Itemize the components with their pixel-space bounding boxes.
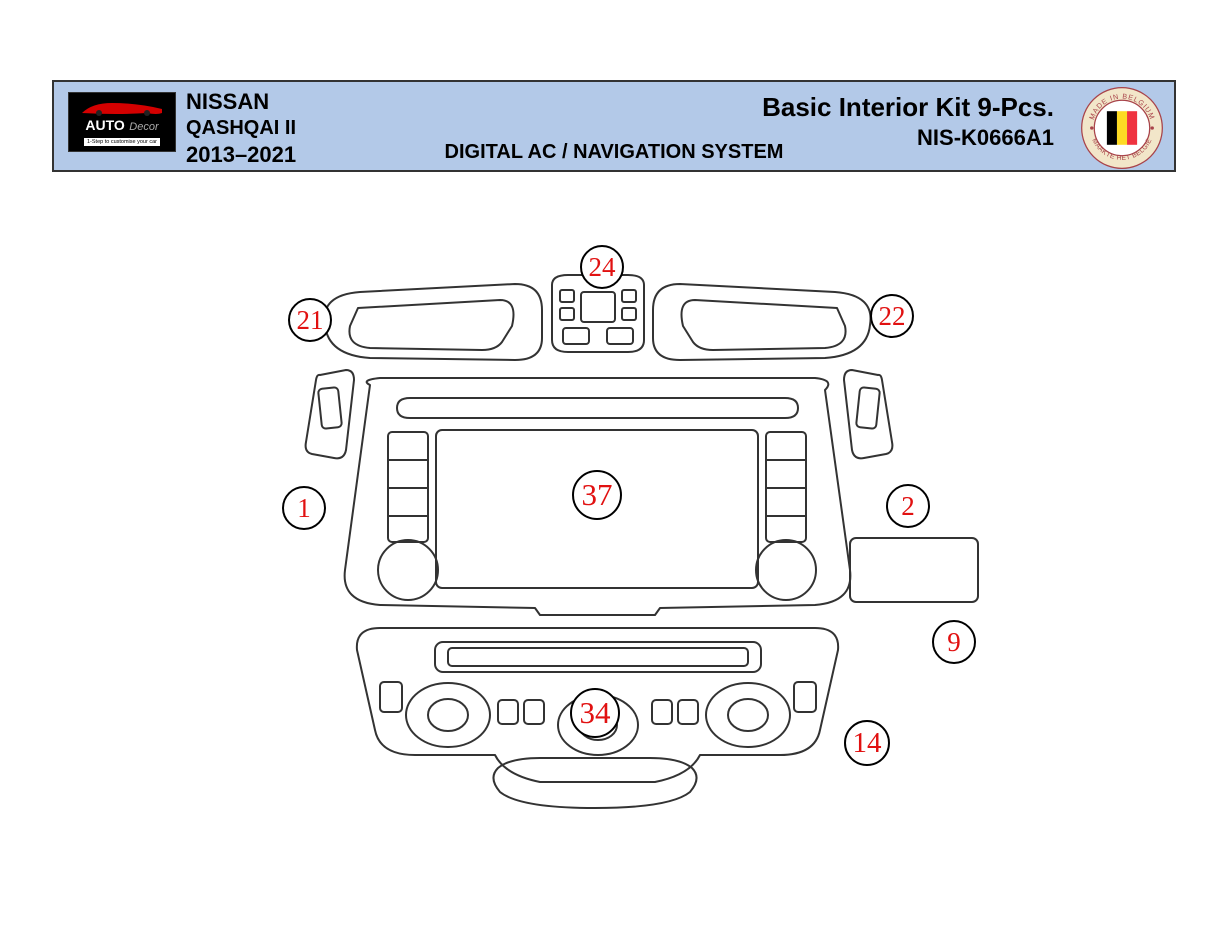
callout-2: 2 (886, 484, 930, 528)
part-22-inner (682, 300, 846, 350)
callout-1: 1 (282, 486, 326, 530)
part-2-outline (844, 370, 892, 458)
part-34-left-knob (406, 683, 490, 747)
logo-sub-text: Decor (129, 121, 158, 133)
belgium-flag-icon (1107, 111, 1137, 145)
vehicle-make: NISSAN (186, 88, 296, 116)
part-1-outline (306, 370, 354, 458)
kit-info: Basic Interior Kit 9-Pcs. NIS-K0666A1 (762, 92, 1054, 151)
header-band: AUTO Decor 1-Step to customise your car … (52, 80, 1176, 172)
kit-diagram: 21 24 22 1 37 2 9 34 14 (250, 230, 1010, 830)
kit-sku: NIS-K0666A1 (762, 125, 1054, 151)
part-34-right-knob (706, 683, 790, 747)
made-in-belgium-badge: MADE IN BELGIUM MAAKTE HET BELGIË (1080, 86, 1164, 170)
vehicle-model: QASHQAI II (186, 116, 296, 141)
callout-34: 34 (570, 688, 620, 738)
callout-24: 24 (580, 245, 624, 289)
car-silhouette-icon (77, 99, 167, 117)
part-9-outline (850, 538, 978, 602)
part-24-screen (581, 292, 615, 322)
part-37-left-knob (378, 540, 438, 600)
callout-22: 22 (870, 294, 914, 338)
callout-37: 37 (572, 470, 622, 520)
logo-main-text: AUTO (85, 117, 124, 133)
callout-21: 21 (288, 298, 332, 342)
part-37-right-knob (756, 540, 816, 600)
kit-title: Basic Interior Kit 9-Pcs. (762, 92, 1054, 123)
callout-9: 9 (932, 620, 976, 664)
part-21-inner (349, 300, 513, 350)
callout-14: 14 (844, 720, 890, 766)
